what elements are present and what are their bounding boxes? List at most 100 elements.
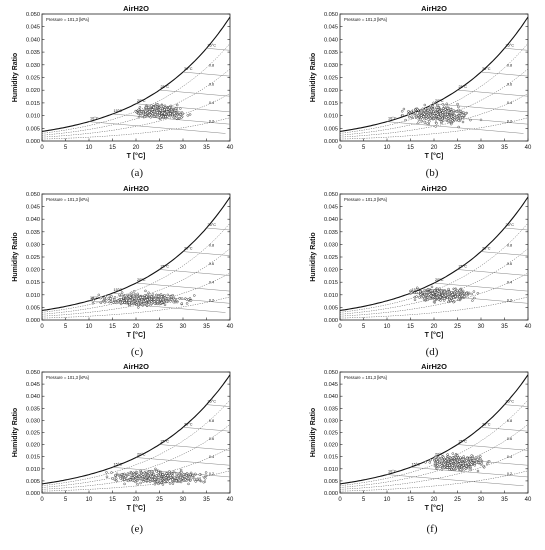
data-point [156,103,160,106]
y-tick-label: 0.020 [324,443,338,449]
data-point [132,479,136,482]
data-point [449,108,453,111]
data-point [426,287,430,291]
data-point [120,298,123,301]
data-point [419,293,422,296]
wetbulb-line [182,427,230,432]
wetbulb-label: 10°C [90,296,99,300]
chart-title: AirH2O [123,362,149,371]
data-point [446,453,449,456]
x-tick-label: 30 [478,145,485,151]
data-point [139,471,143,475]
wetbulb-line [88,121,226,134]
data-point [137,112,141,116]
wetbulb-line [182,251,230,256]
data-point [199,479,203,483]
chart-panel-c: AirH2O Pressure = 101,3 [kPa] 10°C 15°C 20°C… [12,184,234,358]
data-point [163,303,167,307]
data-point [166,108,170,111]
data-point [455,291,459,295]
x-tick-label: 15 [109,324,116,330]
y-tick-label: 0.035 [324,50,338,56]
data-point [428,117,432,121]
rh-label: 0.4 [507,101,512,105]
wetbulb-label: 35°C [506,43,515,47]
data-point [148,294,152,298]
wetbulb-label: 10°C [90,117,99,121]
data-point [173,112,176,115]
x-tick-label: 25 [156,145,163,151]
data-point [479,457,482,461]
data-point [467,466,470,470]
data-point [109,300,113,303]
data-point [155,293,158,297]
x-tick-label: 5 [362,324,366,330]
data-point [137,108,141,111]
rh-curve [340,296,528,319]
data-point [92,299,95,302]
y-tick-label: 0.050 [324,12,338,18]
wetbulb-line [112,113,230,125]
rh-label: 0.2 [209,472,214,476]
data-point [143,115,146,119]
wetbulb-label: 15°C [114,109,123,113]
data-point [139,112,143,115]
data-point [404,118,407,122]
data-point [161,483,165,486]
data-point [402,107,406,111]
data-point [147,106,151,109]
wetbulb-label: 35°C [208,400,217,404]
rh-label: 0.6 [507,262,512,266]
data-point [160,103,164,107]
y-tick-label: 0.020 [26,268,40,274]
data-point [444,294,448,297]
y-tick-label: 0.015 [324,101,338,107]
y-tick-label: 0.020 [324,268,338,274]
y-tick-label: 0.045 [324,25,338,31]
data-point [146,111,150,115]
data-point [157,473,160,477]
x-axis-label: T [°C] [127,331,146,339]
wetbulb-line [457,89,528,97]
data-point [429,104,432,108]
data-point [163,112,166,115]
data-point [139,300,143,304]
y-tick-label: 0.000 [324,318,338,324]
data-point [99,301,103,305]
data-point [120,473,124,476]
data-point [136,292,139,296]
x-tick-label: 5 [64,324,68,330]
wetbulb-label: 25°C [459,265,468,269]
data-point [476,456,480,459]
data-point [136,299,139,303]
data-point [432,101,435,105]
y-axis-label: Humidity Ratio [12,232,19,281]
data-point [451,293,454,296]
data-point [91,301,95,305]
wetbulb-label: 30°C [482,422,491,426]
wetbulb-label: 25°C [161,265,170,269]
data-point [149,473,153,477]
y-tick-label: 0.000 [26,318,40,324]
data-point [129,478,132,482]
data-point [151,112,154,116]
data-point [155,470,158,473]
data-point [123,482,126,486]
y-tick-label: 0.040 [324,217,338,223]
y-tick-label: 0.010 [324,467,338,473]
data-point [426,122,429,125]
data-point [422,295,425,298]
panel-label: (d) [426,346,439,358]
chart-panel-e: AirH2O Pressure = 101,3 [kPa] 15°C 20°C 25°C… [12,362,234,535]
data-point [473,459,477,462]
data-point [103,301,107,304]
data-point [150,114,153,118]
y-tick-label: 0.035 [26,406,40,412]
data-point [474,456,478,459]
data-point [429,294,433,297]
y-tick-label: 0.030 [26,63,40,69]
data-point [446,462,450,465]
y-tick-label: 0.010 [26,114,40,120]
data-point [464,462,467,465]
rh-curve [340,117,528,140]
